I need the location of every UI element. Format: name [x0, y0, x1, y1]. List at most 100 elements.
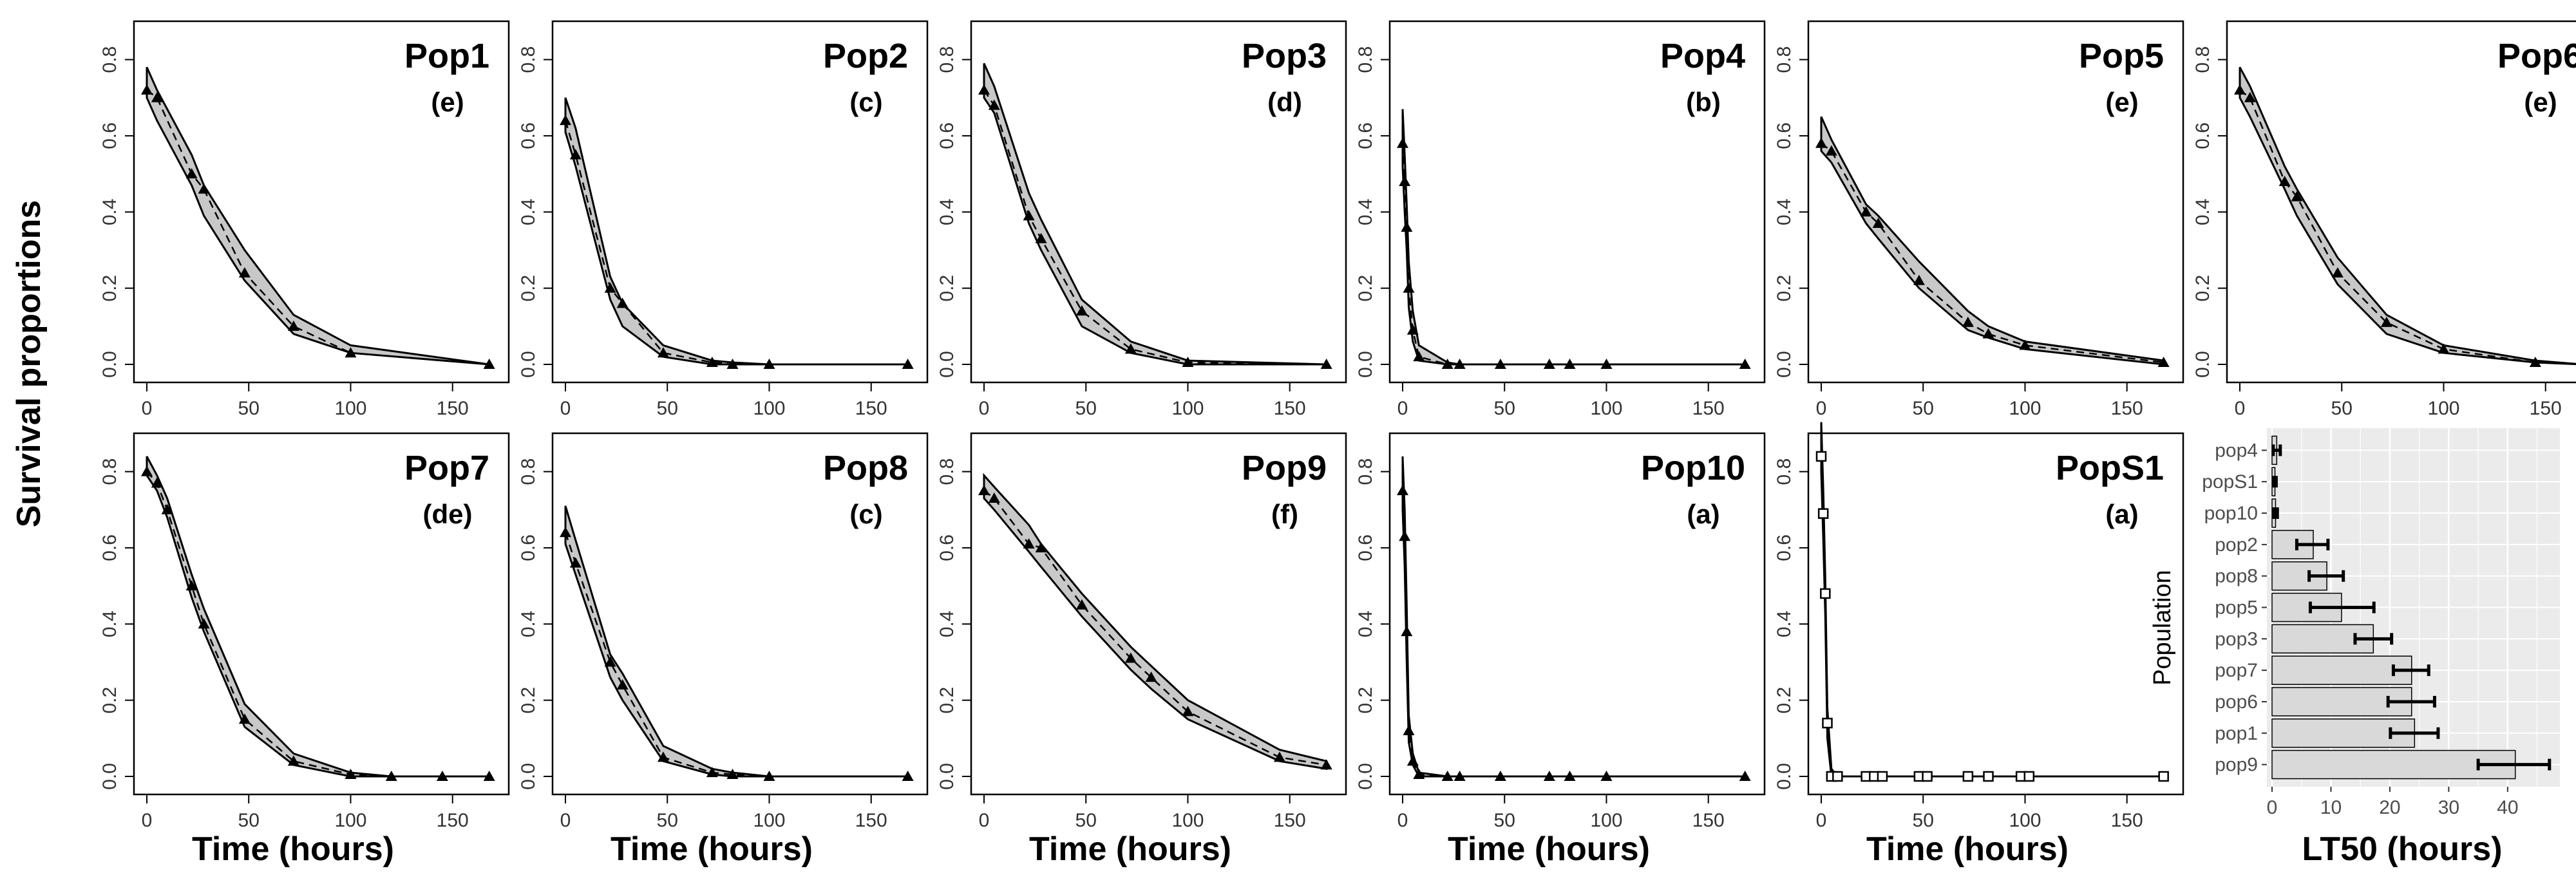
panel-title: Pop5 [2079, 37, 2164, 75]
category-label: pop5 [2215, 597, 2258, 619]
data-point [2331, 267, 2344, 277]
data-point [657, 347, 669, 358]
y-tick-label: 0.6 [1355, 534, 1376, 561]
data-point [1454, 359, 1466, 369]
data-point [1494, 771, 1506, 781]
data-point [902, 771, 914, 781]
y-tick-label: 0.6 [518, 534, 539, 561]
y-tick-label: 0.2 [1355, 687, 1376, 714]
data-point [1872, 218, 1884, 229]
x-tick-label: 150 [1274, 398, 1306, 419]
data-point [1320, 359, 1332, 369]
panel-significance-letter: (e) [431, 87, 464, 117]
y-axis-label: Survival proportions [10, 200, 48, 528]
y-tick-label: 0.0 [99, 763, 120, 790]
data-point [1822, 717, 1833, 729]
y-tick-label: 0.8 [518, 458, 539, 485]
confidence-band [1820, 116, 2165, 366]
x-tick-label: 0 [1397, 810, 1408, 831]
x-tick-label: 10 [2320, 797, 2342, 818]
x-tick-label: 50 [1075, 398, 1097, 419]
panel-pop2: 0.0 0.2 0.4 0.6 0.8 0 50 100 150 Pop2 (c) [518, 20, 929, 419]
y-tick-label: 0.4 [2192, 198, 2213, 225]
series-line [564, 532, 908, 778]
y-tick-label: 0.8 [518, 46, 539, 73]
data-point [345, 347, 357, 358]
data-point [1860, 206, 1872, 217]
panel-significance-letter: (b) [1686, 87, 1721, 117]
data-point [1962, 316, 1974, 327]
lt50-bar-chart: pop4popS1pop10pop2pop8pop5pop3pop7pop6po… [2202, 428, 2560, 818]
panel-significance-letter: (de) [423, 499, 473, 529]
panel-title: Pop10 [1641, 449, 1745, 487]
x-tick-label: 0 [142, 398, 153, 419]
x-tick-label: 150 [1692, 398, 1725, 419]
data-point [1564, 359, 1576, 369]
panel-title: Pop3 [1242, 37, 1327, 75]
y-tick-label: 0.6 [936, 122, 958, 149]
y-tick-label: 0.4 [99, 610, 120, 637]
x-tick-label: 100 [2009, 398, 2041, 419]
data-point [1817, 508, 1829, 519]
x-tick-label: 50 [238, 810, 260, 831]
x-tick-label: 0 [142, 810, 153, 831]
panel-title: Pop4 [1660, 37, 1745, 75]
x-tick-label: 100 [1171, 810, 1204, 831]
x-tick-label: 150 [855, 398, 887, 419]
y-tick-label: 0.0 [936, 763, 958, 790]
data-point [1075, 599, 1088, 610]
data-point [1124, 652, 1137, 663]
series-line [1401, 143, 1745, 366]
data-point [988, 99, 1000, 110]
confidence-band [564, 505, 908, 778]
y-tick-label: 0.2 [2192, 275, 2213, 302]
data-point [978, 485, 990, 496]
data-point [763, 771, 775, 781]
data-point [1399, 530, 1411, 541]
data-point [569, 557, 582, 568]
data-point [726, 769, 739, 780]
panel-title: Pop7 [404, 449, 489, 487]
panel-pop1: 0.0 0.2 0.4 0.6 0.8 0 50 100 150 Pop1 (e) [99, 20, 510, 419]
data-point [1397, 137, 1408, 148]
data-point [151, 477, 163, 488]
panel-significance-letter: (e) [2524, 87, 2557, 117]
data-point [141, 84, 153, 95]
y-tick-label: 0.0 [518, 351, 539, 378]
data-point [287, 755, 299, 766]
data-point [1922, 771, 1933, 782]
data-point [483, 359, 495, 369]
y-tick-label: 0.8 [99, 458, 120, 485]
data-point [1815, 137, 1827, 148]
data-point [1564, 771, 1576, 781]
data-point [1543, 359, 1555, 369]
x-tick-label: 100 [2427, 398, 2459, 419]
data-point [1825, 145, 1837, 156]
y-tick-label: 0.2 [518, 687, 539, 714]
data-point [185, 168, 198, 179]
data-point [1124, 343, 1137, 354]
y-tick-label: 0.6 [99, 534, 120, 561]
y-tick-label: 0.4 [518, 198, 539, 225]
x-tick-label: 100 [334, 810, 366, 831]
x-tick-label: 100 [753, 398, 785, 419]
data-point [1182, 357, 1194, 368]
panel-significance-letter: (f) [1271, 499, 1298, 529]
panel-pop10: 0.0 0.2 0.4 0.6 0.8 0 50 100 150 Pop10 (a) [1355, 432, 1766, 831]
category-label: pop1 [2215, 723, 2258, 744]
data-point [238, 713, 251, 724]
y-tick-label: 0.0 [1774, 763, 1795, 790]
data-point [2157, 357, 2170, 368]
panel-pop4: 0.0 0.2 0.4 0.6 0.8 0 50 100 150 Pop4 (b) [1355, 20, 1766, 419]
panel-title: Pop8 [823, 449, 908, 487]
panel-title: Pop6 [2497, 37, 2576, 75]
x-tick-label: 50 [1913, 810, 1934, 831]
data-point [1441, 359, 1454, 369]
x-tick-label: 50 [1913, 398, 1934, 419]
y-tick-label: 0.6 [1774, 534, 1795, 561]
y-tick-label: 0.2 [518, 275, 539, 302]
panel-frame [970, 432, 1347, 796]
data-point [1913, 274, 1925, 285]
y-tick-label: 0.2 [936, 275, 958, 302]
data-point [1397, 485, 1408, 496]
